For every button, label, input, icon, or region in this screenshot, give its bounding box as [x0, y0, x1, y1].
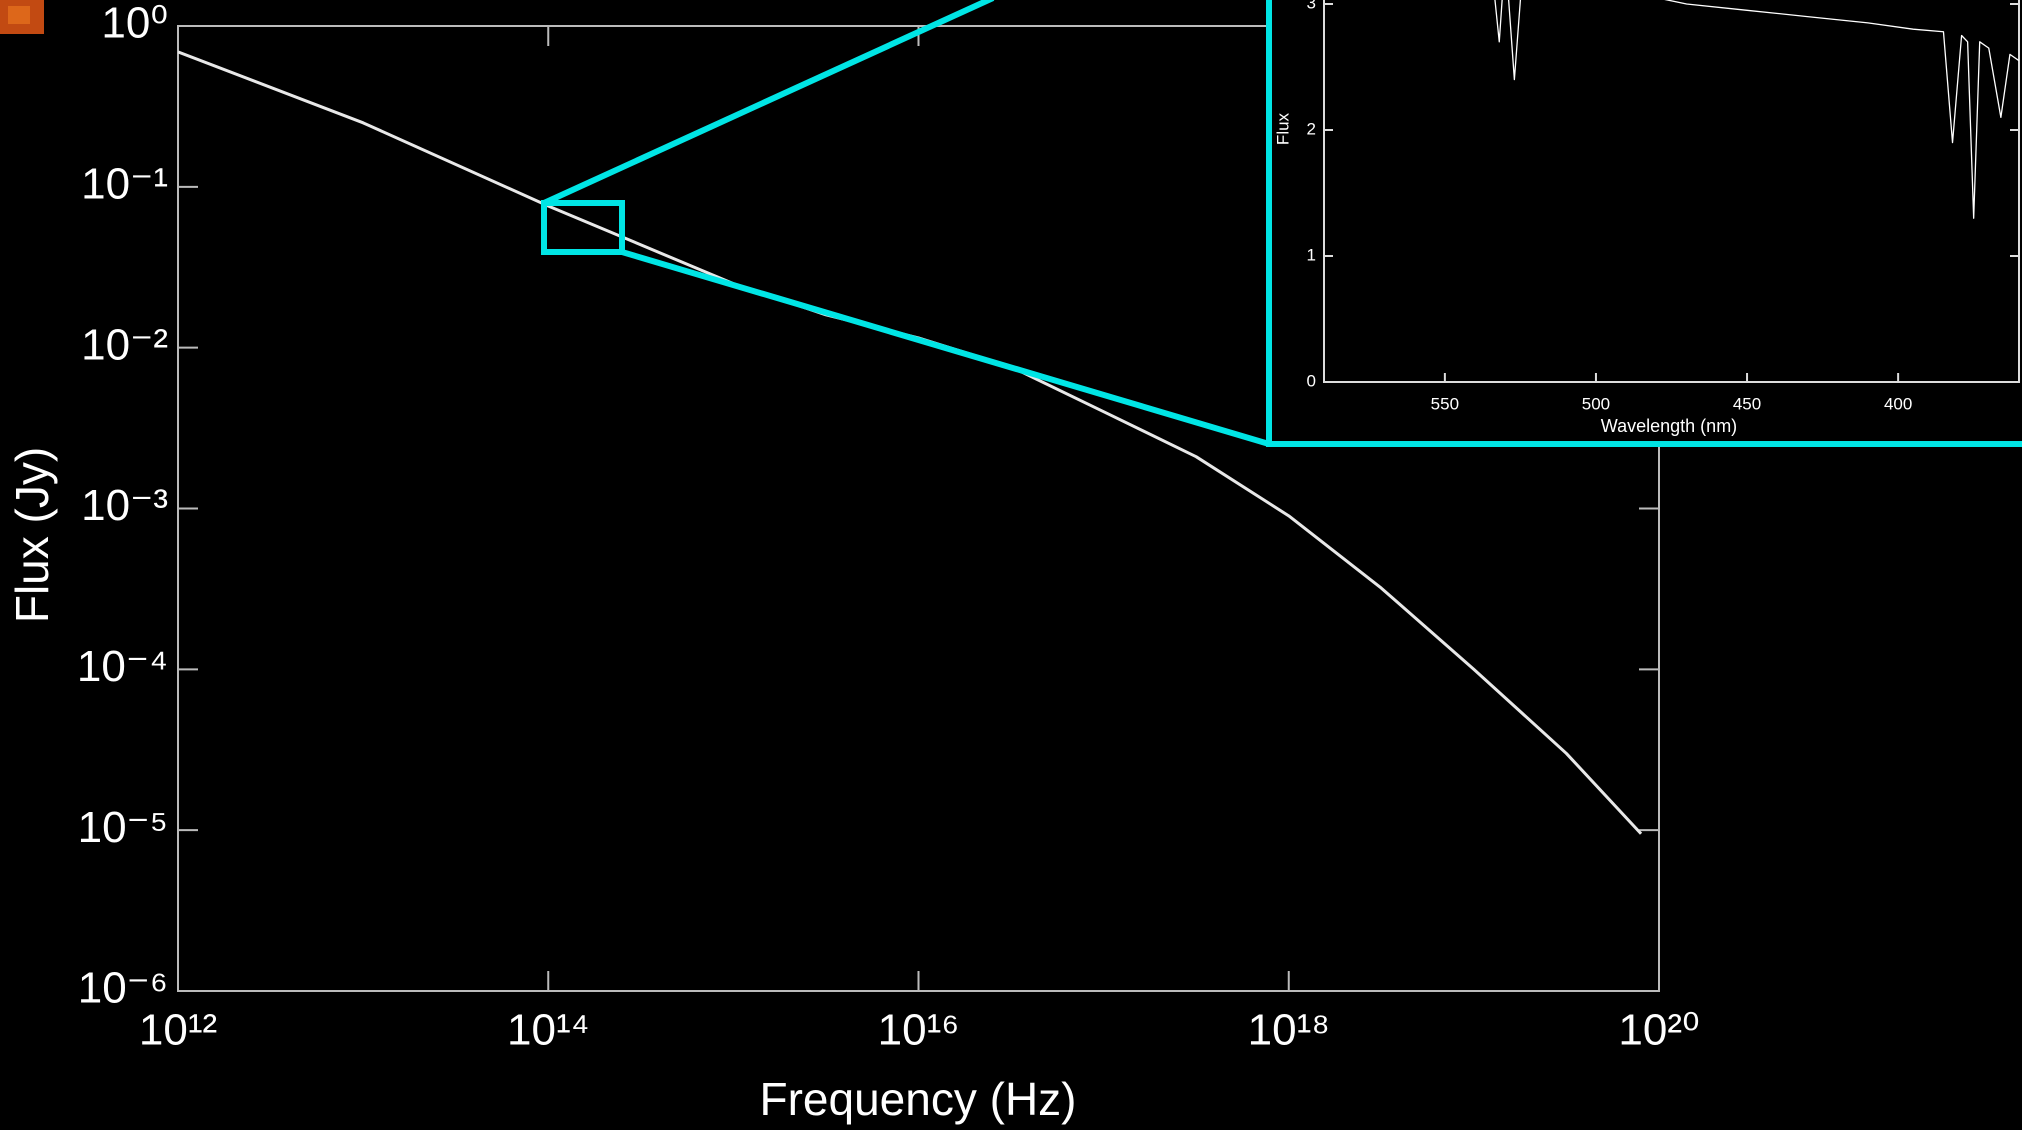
data-line	[178, 50, 1643, 835]
y-tick-label: 3	[1307, 0, 1316, 12]
inset-frame	[1266, 0, 2022, 447]
x-tick-label: 450	[1733, 394, 1761, 413]
y-tick-label: 10⁰	[101, 0, 168, 48]
main-plot: 10¹² 10¹⁴ 10¹⁶ 10¹⁸ 10²⁰ 10⁻⁶ 10⁻⁵ 10⁻⁴ 10⁻³ 10⁻²…	[6, 0, 1699, 1125]
x-tick-label: 500	[1582, 394, 1610, 413]
y-tick-label: 10⁻²	[81, 320, 168, 369]
x-tick-label: 550	[1431, 394, 1459, 413]
zoom-connector	[621, 249, 1270, 447]
thumbnail-detail	[8, 6, 30, 24]
x-tick-label: 10¹²	[139, 1006, 217, 1055]
x-tick-label: 10¹⁸	[1248, 1006, 1330, 1055]
x-tick-label: 10²⁰	[1618, 1006, 1699, 1055]
x-tick-label: 400	[1884, 394, 1912, 413]
data-line	[1494, 0, 2019, 219]
data-group	[1494, 0, 2019, 219]
y-tick-label: 10⁻⁴	[77, 642, 168, 691]
data-group	[178, 50, 1643, 835]
y-tick-label: 10⁻⁶	[78, 964, 168, 1013]
y-axis-title: Flux	[1273, 112, 1292, 145]
y-tick-label: 10⁻¹	[81, 159, 168, 208]
y-axis-title: Flux (Jy)	[6, 447, 58, 623]
y-tick-label: 10⁻⁵	[78, 803, 168, 852]
x-axis-title: Wavelength (nm)	[1601, 416, 1737, 436]
x-axis-title: Frequency (Hz)	[760, 1073, 1077, 1125]
x-tick-label: 10¹⁴	[507, 1006, 590, 1055]
inset-plot: 550 500 450 400 0 1 2 3 Wavelength (nm) Flux	[1273, 0, 2020, 436]
y-tick-label: 10⁻³	[81, 481, 168, 530]
zoom-box	[541, 200, 625, 255]
y-tick-label: 2	[1307, 119, 1316, 138]
y-tick-label: 1	[1307, 245, 1316, 264]
x-tick-label: 10¹⁶	[878, 1006, 960, 1055]
zoom-connector	[542, 0, 995, 206]
y-tick-label: 0	[1307, 371, 1316, 390]
